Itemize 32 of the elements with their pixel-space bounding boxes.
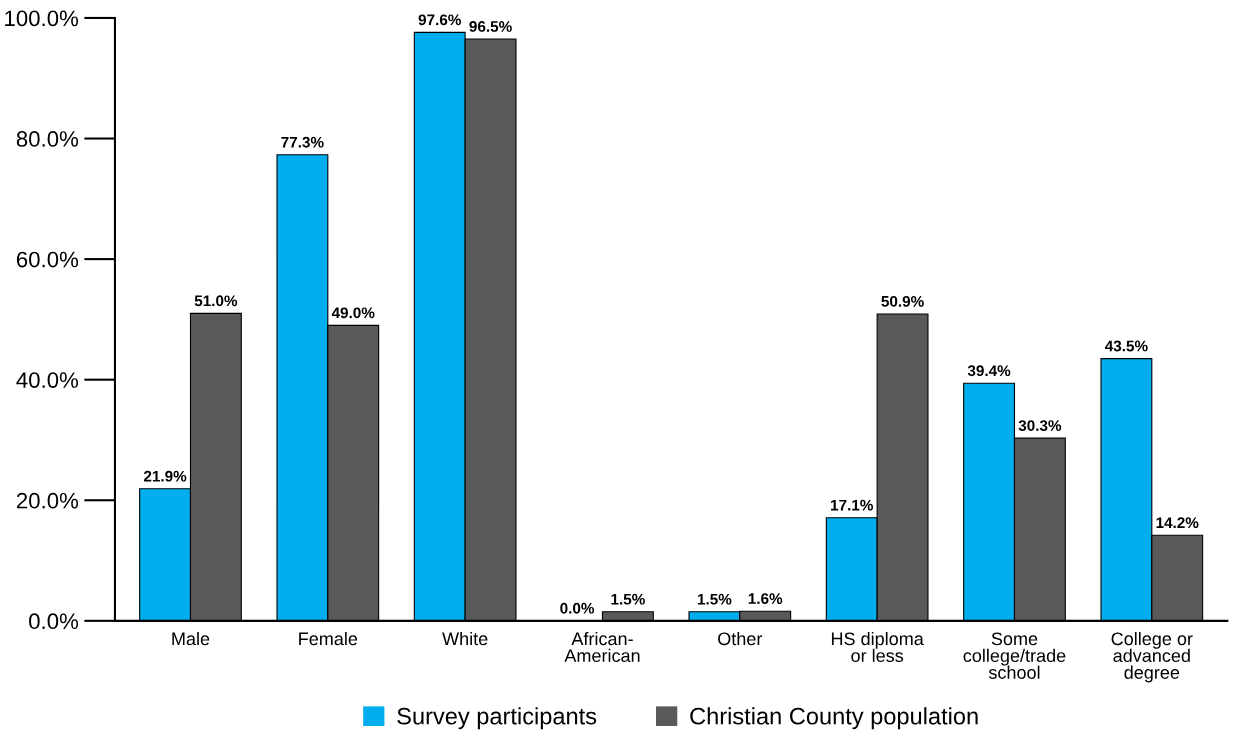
legend-label: Survey participants bbox=[397, 707, 597, 730]
data-label: 77.3% bbox=[281, 136, 324, 148]
data-label: 17.1% bbox=[831, 499, 873, 511]
data-label: 1.5% bbox=[611, 593, 645, 605]
data-label: 96.5% bbox=[469, 21, 512, 32]
data-label: 1.5% bbox=[697, 593, 732, 605]
data-label: 43.5% bbox=[1104, 340, 1148, 352]
data-label: 21.9% bbox=[143, 470, 187, 482]
x-tick-label: Other bbox=[718, 631, 763, 646]
data-label: 30.3% bbox=[1018, 420, 1062, 431]
data-label: 39.4% bbox=[967, 365, 1011, 377]
data-label: 51.0% bbox=[194, 295, 238, 307]
x-tick-label: College or advanced degree bbox=[1111, 631, 1193, 683]
y-tick-label: 80.0% bbox=[16, 131, 79, 147]
data-label: 1.6% bbox=[748, 593, 783, 605]
x-tick-label: African- American bbox=[564, 631, 640, 663]
legend-label: Christian County population bbox=[690, 707, 978, 730]
x-tick-label: Female bbox=[299, 631, 358, 646]
data-label: 50.9% bbox=[881, 295, 924, 307]
y-tick-label: 40.0% bbox=[16, 372, 79, 388]
y-tick-label: 20.0% bbox=[16, 492, 79, 509]
data-label: 14.2% bbox=[1156, 517, 1199, 529]
data-label: 0.0% bbox=[560, 602, 595, 614]
x-tick-label: HS diploma or less bbox=[831, 631, 924, 663]
y-tick-label: 60.0% bbox=[16, 251, 79, 268]
y-tick-label: 100.0% bbox=[5, 10, 79, 27]
x-tick-label: Male bbox=[172, 631, 210, 646]
data-label: 97.6% bbox=[418, 14, 461, 26]
x-tick-label: White bbox=[442, 631, 488, 646]
x-tick-label: Some college/trade school bbox=[963, 632, 1066, 679]
y-tick-label: 0.0% bbox=[29, 613, 79, 630]
data-label: 49.0% bbox=[331, 307, 375, 319]
